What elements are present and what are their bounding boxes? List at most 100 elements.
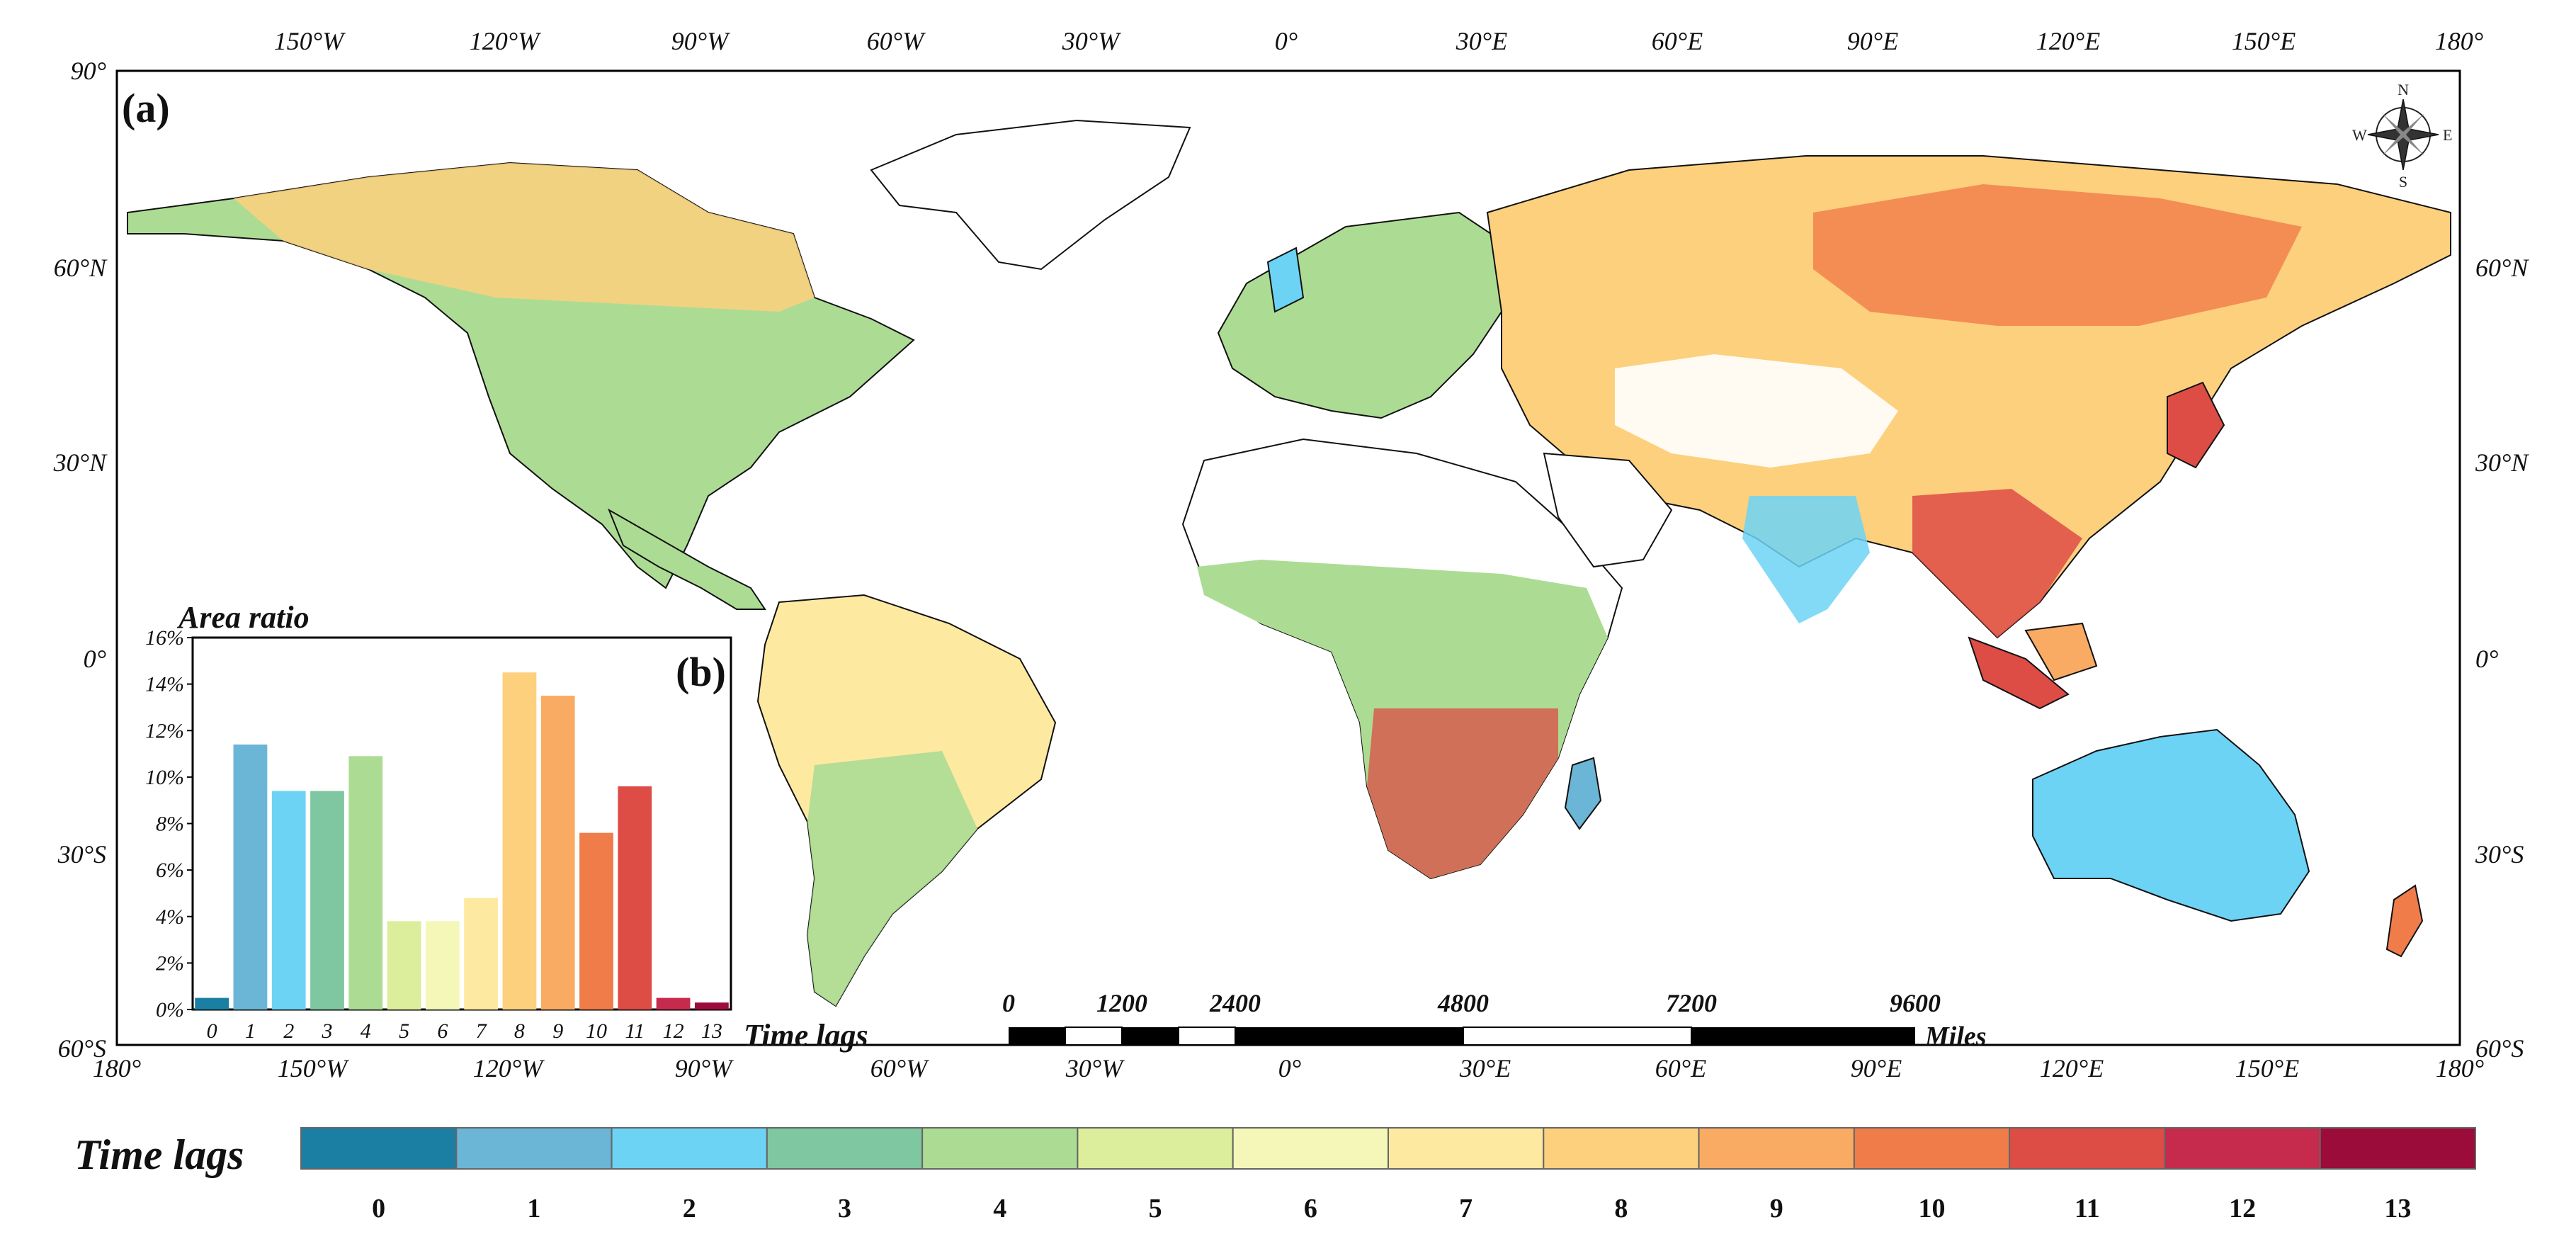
legend-label: 4 bbox=[993, 1194, 1006, 1223]
sumatra-borneo bbox=[1968, 636, 2070, 710]
right-lat-label: 60°S bbox=[2475, 1034, 2524, 1063]
legend-label: 6 bbox=[1304, 1194, 1317, 1223]
inset-bar bbox=[310, 791, 344, 1010]
bottom-lon-label: 60°W bbox=[870, 1054, 929, 1082]
scale-seg bbox=[1009, 1027, 1065, 1045]
bottom-lon-label: 150°E bbox=[2235, 1054, 2299, 1082]
top-lon-label: 150°W bbox=[274, 27, 346, 55]
inset-y-tick-label: 4% bbox=[156, 905, 184, 929]
top-lon-label: 90°W bbox=[671, 27, 730, 55]
inset-bar bbox=[348, 756, 383, 1010]
british-isles bbox=[1266, 247, 1305, 313]
legend-label: 7 bbox=[1459, 1194, 1473, 1223]
compass-rose: N S E W bbox=[2352, 81, 2452, 191]
bottom-lon-label: 60°E bbox=[1655, 1054, 1706, 1082]
inset-x-tick-label: 12 bbox=[663, 1019, 684, 1043]
africa-south bbox=[1367, 708, 1558, 878]
scale-tick-label: 0 bbox=[1002, 989, 1015, 1017]
inset-x-tick-label: 10 bbox=[586, 1019, 607, 1043]
legend-label: 5 bbox=[1149, 1194, 1162, 1223]
legend-swatch bbox=[611, 1127, 768, 1170]
scale-tick-label: 7200 bbox=[1666, 989, 1717, 1017]
asia-central bbox=[1615, 354, 1898, 468]
legend-swatch bbox=[921, 1127, 1079, 1170]
legend-swatch bbox=[1232, 1127, 1389, 1170]
inset-y-tick-label: 6% bbox=[156, 859, 184, 882]
legend-swatch bbox=[1077, 1127, 1234, 1170]
right-lat-label: 0° bbox=[2475, 645, 2498, 673]
compass-w: W bbox=[2352, 126, 2367, 144]
legend-swatch bbox=[1853, 1127, 2011, 1170]
continents bbox=[127, 119, 2451, 1007]
inset-y-ticks: 0% 2% 4% 6% 8% 10% 12% 14% 16% bbox=[145, 626, 193, 1022]
legend-label: 12 bbox=[2229, 1194, 2256, 1223]
bottom-lon-label: 30°W bbox=[1065, 1054, 1125, 1082]
inset-x-tick-label: 7 bbox=[476, 1019, 488, 1043]
top-lon-label: 150°E bbox=[2232, 27, 2296, 55]
top-lon-label: 90°E bbox=[1847, 27, 1898, 55]
top-lon-label: 120°W bbox=[470, 27, 541, 55]
left-lat-label: 60°N bbox=[54, 254, 108, 282]
inset-y-tick-label: 14% bbox=[145, 673, 184, 696]
legend-swatch bbox=[766, 1127, 924, 1170]
inset-y-tick-label: 12% bbox=[145, 719, 184, 742]
scale-tick-label: 9600 bbox=[1890, 989, 1941, 1017]
north-america-north bbox=[234, 163, 815, 312]
inset-bar bbox=[195, 997, 229, 1010]
bottom-lon-label: 90°E bbox=[1851, 1054, 1902, 1082]
inset-x-tick-label: 5 bbox=[399, 1019, 409, 1043]
inset-bar bbox=[656, 997, 691, 1010]
inset-bar bbox=[464, 898, 499, 1010]
legend-label: 10 bbox=[1919, 1194, 1946, 1223]
inset-bar bbox=[579, 832, 613, 1010]
greenland bbox=[870, 119, 1191, 271]
legend-label: 11 bbox=[2075, 1194, 2100, 1223]
bottom-lon-label: 150°W bbox=[278, 1054, 349, 1082]
top-lon-label: 120°E bbox=[2036, 27, 2100, 55]
left-lat-label: 60°S bbox=[58, 1034, 106, 1063]
bottom-lon-label: 120°E bbox=[2040, 1054, 2104, 1082]
legend-swatches bbox=[300, 1127, 2477, 1170]
inset-bar bbox=[271, 791, 306, 1010]
legend-labels: 0 1 2 3 4 5 6 7 8 9 10 11 12 13 bbox=[372, 1194, 2411, 1223]
borneo bbox=[2024, 622, 2098, 682]
scale-bar: 0 1200 2400 4800 7200 9600 Miles bbox=[1002, 989, 1987, 1051]
scale-tick-label: 4800 bbox=[1437, 989, 1489, 1017]
bottom-lon-label: 180° bbox=[93, 1054, 141, 1082]
legend-swatch bbox=[2319, 1127, 2477, 1170]
legend-swatch bbox=[2009, 1127, 2166, 1170]
top-lon-label: 60°E bbox=[1652, 27, 1703, 55]
top-lon-label: 30°E bbox=[1456, 27, 1507, 55]
legend-swatch bbox=[455, 1127, 613, 1170]
inset-y-tick-label: 2% bbox=[156, 951, 184, 975]
left-lat-label: 30°N bbox=[53, 448, 108, 477]
inset-x-tick-label: 4 bbox=[361, 1019, 371, 1043]
compass-star-diag-icon bbox=[2382, 113, 2424, 156]
inset-x-tick-label: 1 bbox=[245, 1019, 256, 1043]
inset-y-tick-label: 10% bbox=[145, 766, 184, 789]
inset-x-tick-label: 11 bbox=[625, 1019, 645, 1043]
south-america-south bbox=[807, 751, 977, 1006]
legend-label: 13 bbox=[2384, 1194, 2411, 1223]
legend-swatch bbox=[1543, 1127, 1700, 1170]
japan bbox=[2167, 381, 2225, 469]
inset-x-tick-label: 2 bbox=[283, 1019, 294, 1043]
asia-siberia bbox=[1813, 184, 2302, 326]
legend-label: 0 bbox=[372, 1194, 385, 1223]
inset-bar bbox=[233, 744, 268, 1010]
scale-seg bbox=[1178, 1027, 1236, 1046]
legend-label: 1 bbox=[527, 1194, 540, 1223]
inset-chart: Area ratio (b) 0% 2% 4% 6% 8% 10% 12% 14% 16% 0 1… bbox=[145, 600, 868, 1053]
bottom-lon-label: 30°E bbox=[1459, 1054, 1511, 1082]
scale-tick-label: 1200 bbox=[1096, 989, 1147, 1017]
legend-swatch bbox=[2164, 1127, 2321, 1170]
legend-swatch bbox=[300, 1127, 458, 1170]
right-lat-label: 30°N bbox=[2475, 448, 2529, 477]
left-lat-label: 90° bbox=[71, 57, 106, 85]
inset-bar bbox=[540, 696, 575, 1010]
compass-s: S bbox=[2399, 173, 2407, 191]
inset-y-tick-label: 0% bbox=[156, 998, 184, 1022]
inset-bar bbox=[425, 921, 460, 1010]
legend-title: Time lags bbox=[74, 1131, 244, 1178]
bottom-lon-label: 180° bbox=[2436, 1054, 2484, 1082]
